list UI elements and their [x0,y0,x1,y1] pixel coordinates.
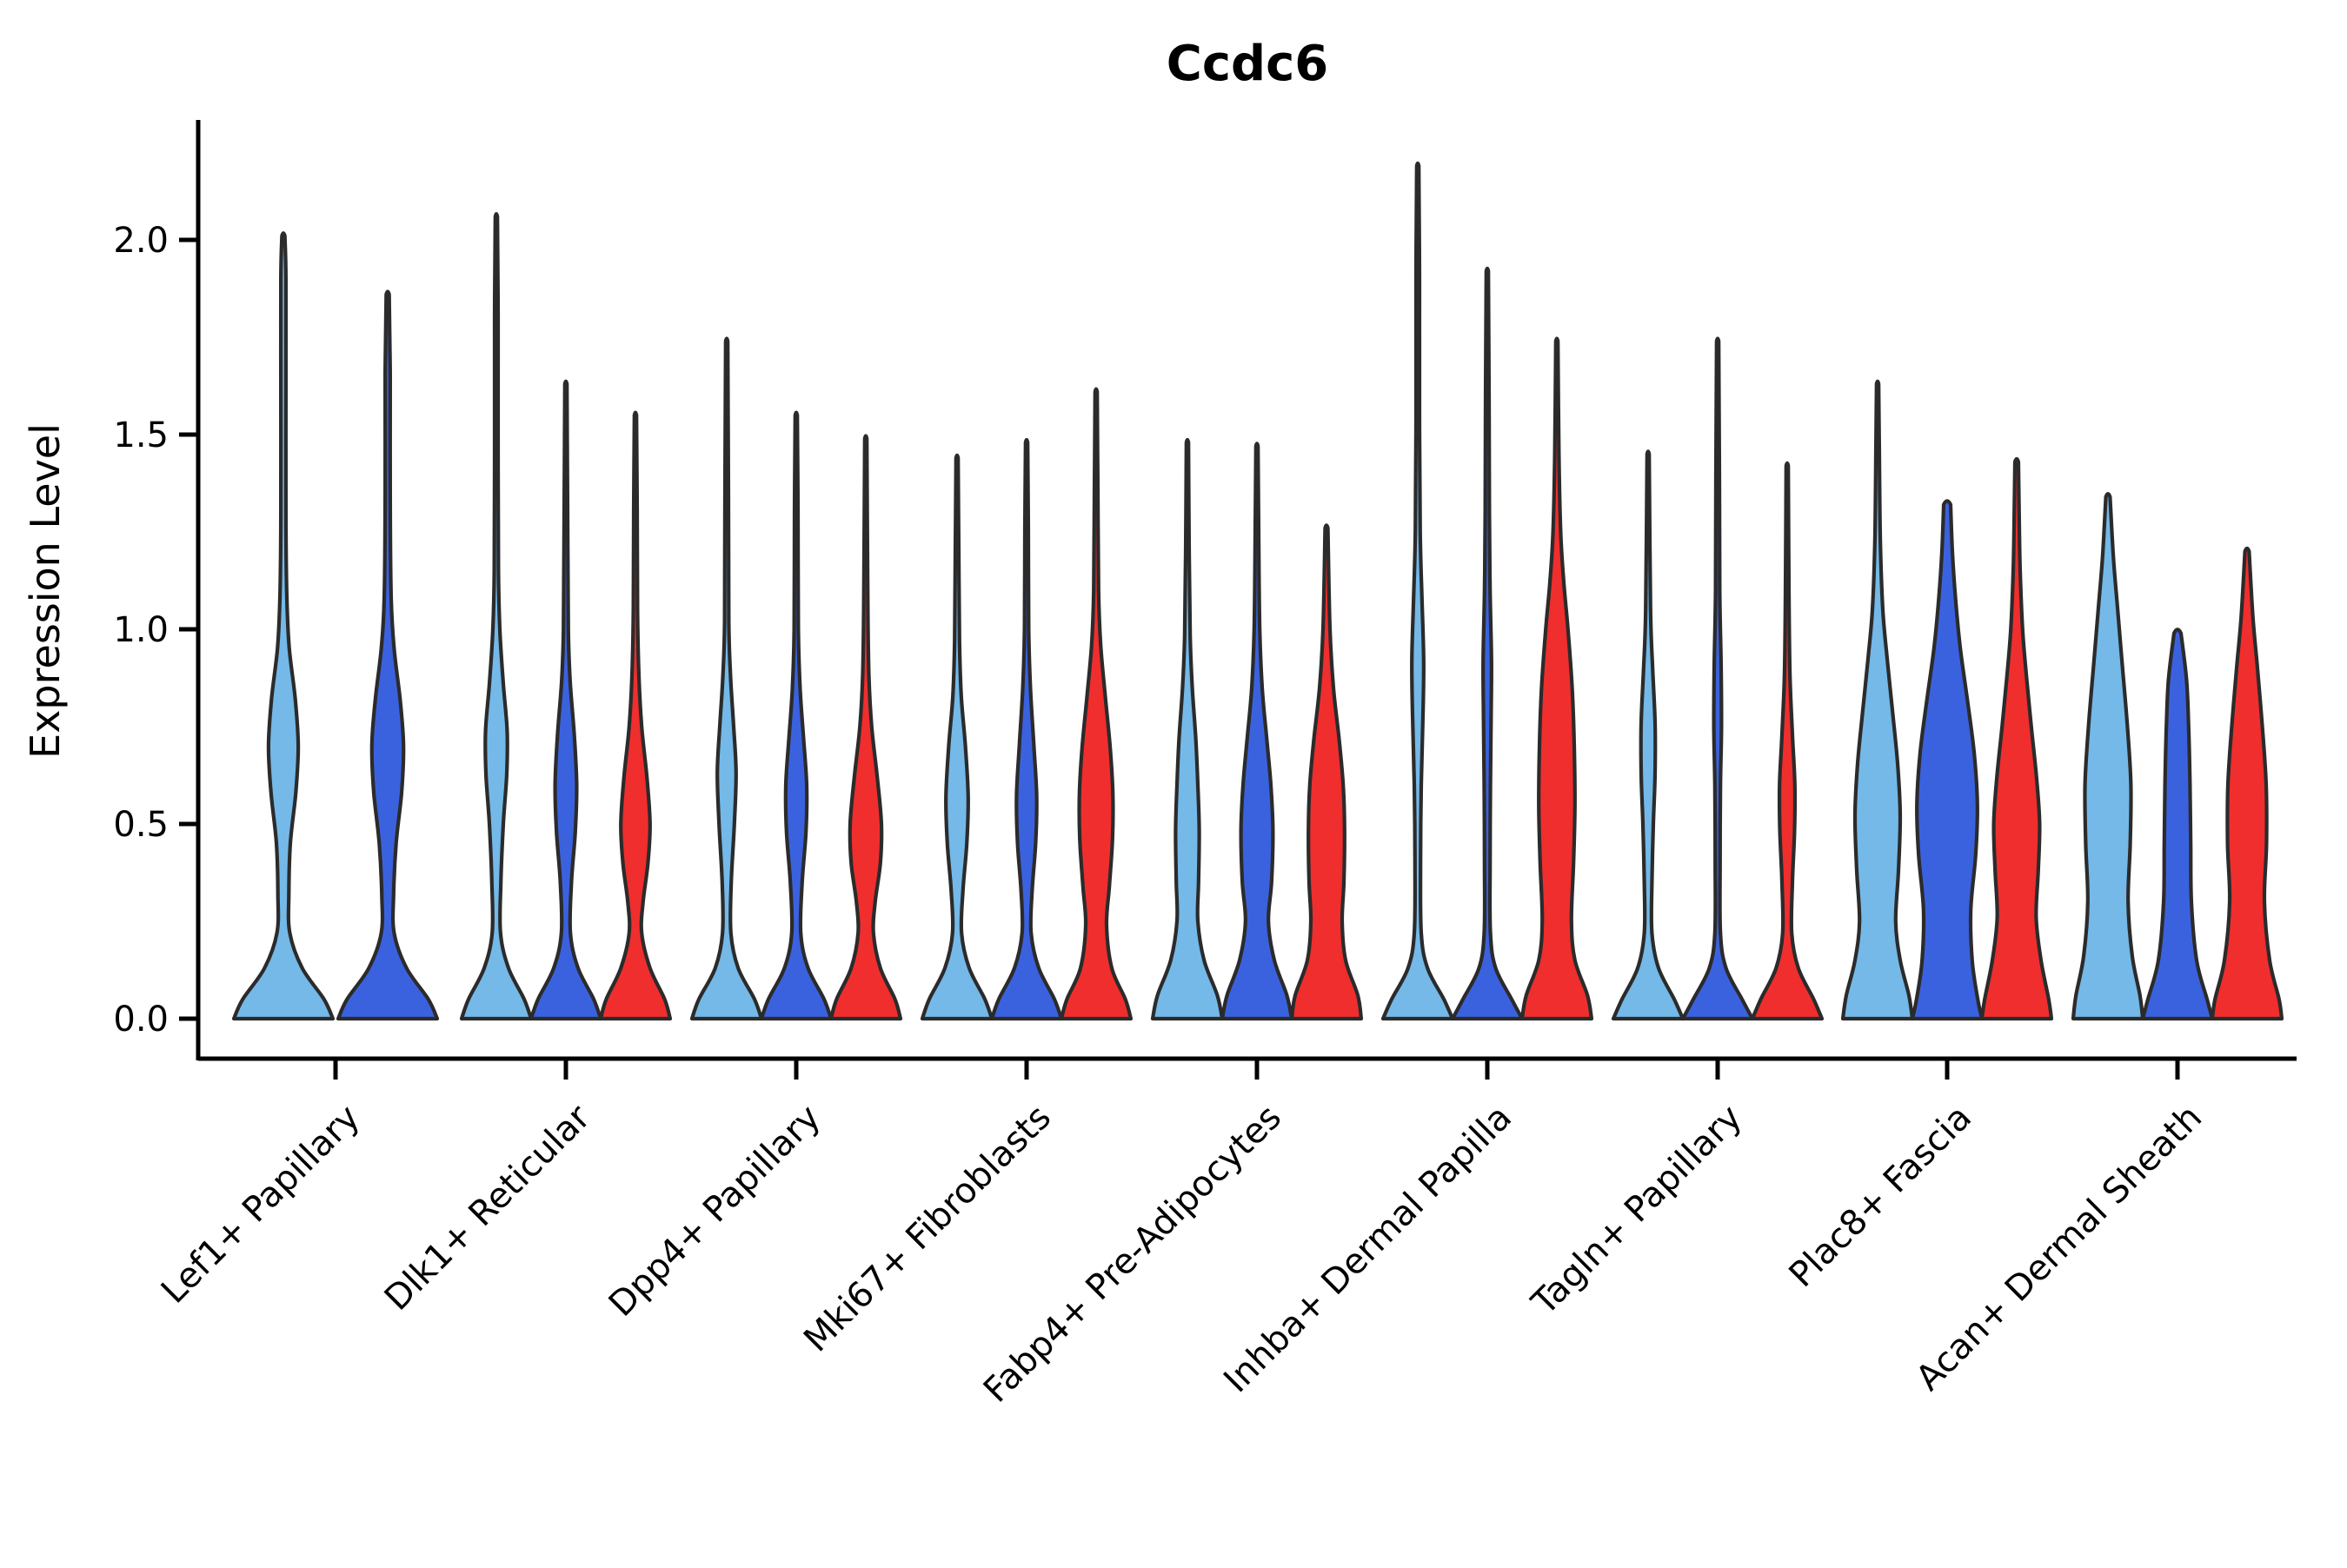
violins [231,161,2284,1021]
violin-cat3-split3 [828,434,903,1021]
violin-cat4-split3 [1059,387,1134,1021]
y-axis-label: Expression Level [22,423,69,759]
violin-cat6-split1 [1380,161,1455,1021]
violin-cat8-split1 [1840,379,1915,1021]
y-tick-label: 0.5 [113,805,169,845]
y-tick-label: 1.5 [113,415,169,455]
violin-cat3-split1 [689,336,764,1021]
violin-cat2-split2 [529,379,603,1021]
violin-cat8-split2 [1910,499,1985,1021]
violin-cat7-split2 [1680,336,1755,1021]
violin-cat3-split2 [759,410,834,1021]
violin-cat2-split3 [598,410,673,1021]
violin-cat6-split2 [1450,266,1525,1021]
violin-cat9-split1 [2071,491,2145,1021]
x-tick-label-7: Tagln+ Papillary [1524,1098,1750,1324]
violin-cat5-split2 [1220,442,1294,1021]
x-tick-labels: Lef1+ Papillary Dlk1+ Reticular Dpp4+ Papi… [154,1097,2210,1411]
violin-cat8-split3 [1979,456,2054,1021]
violin-cat5-split3 [1289,523,1364,1021]
violin-cat1-split2 [336,289,440,1021]
violin-cat4-split2 [989,437,1064,1021]
chart-title: Ccdc6 [1167,36,1329,92]
violin-cat6-split3 [1519,336,1594,1021]
violin-cat2-split1 [459,211,534,1021]
y-tick-labels: 0.0 0.5 1.0 1.5 2.0 [113,221,169,1040]
axes [179,120,2297,1080]
x-tick-label-2: Dlk1+ Reticular [377,1097,599,1319]
x-tick-label-1: Lef1+ Papillary [154,1098,368,1312]
violin-cat4-split1 [920,453,994,1021]
y-tick-label: 0.0 [113,1000,169,1040]
violin-cat9-split3 [2210,546,2284,1021]
x-tick-label-4: Mki67+ Fibroblasts [796,1098,1059,1360]
x-tick-label-3: Dpp4+ Papillary [602,1098,828,1325]
violin-cat5-split1 [1150,437,1225,1021]
violin-cat1-split1 [231,231,336,1021]
violin-cat7-split1 [1611,449,1685,1021]
y-tick-label: 2.0 [113,221,169,261]
y-tick-label: 1.0 [113,610,169,650]
violin-cat9-split2 [2140,628,2215,1021]
x-tick-label-8: Plac8+ Fascia [1782,1098,1980,1296]
violin-cat7-split3 [1750,461,1825,1021]
